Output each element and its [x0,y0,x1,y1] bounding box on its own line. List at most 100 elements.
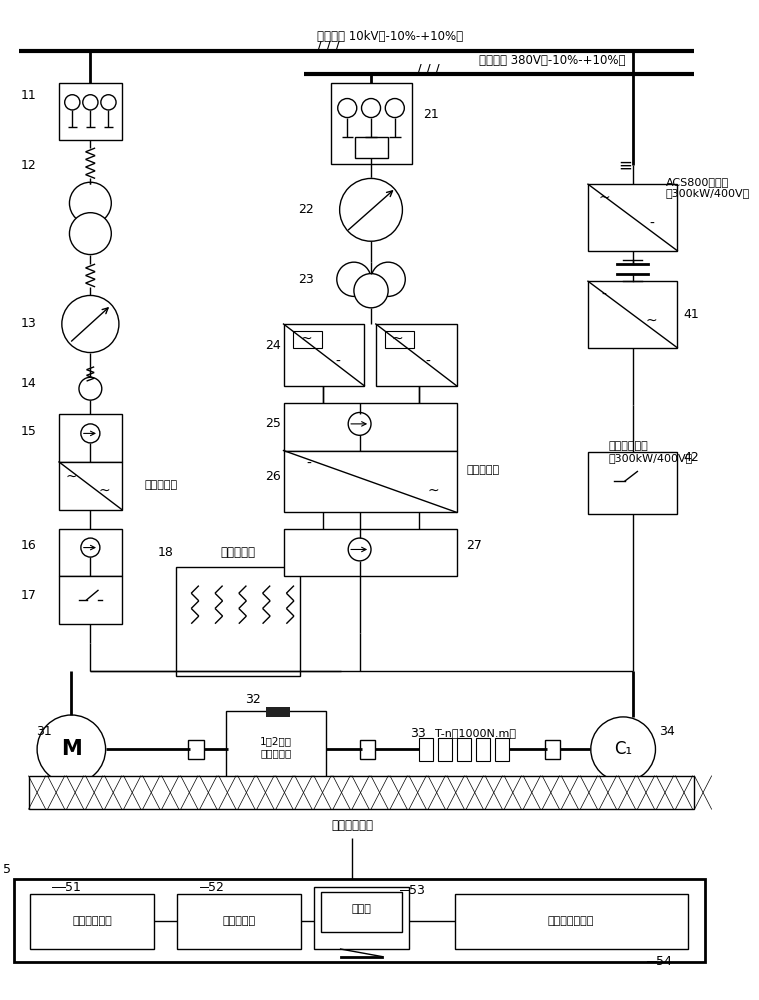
Circle shape [79,377,102,400]
Bar [266,707,290,717]
Text: 52: 52 [209,881,224,894]
Text: T-n（1000N.m）: T-n（1000N.m） [435,728,516,738]
Text: 24: 24 [265,339,281,352]
Text: 18: 18 [157,546,173,559]
Text: 34: 34 [660,725,675,738]
Text: -: - [426,355,430,369]
Bar [59,462,121,510]
Bar [284,324,364,386]
Text: -: - [307,457,312,471]
Bar [284,451,457,512]
Text: ~: ~ [427,483,439,497]
Circle shape [37,715,106,784]
Bar [588,452,677,514]
Bar [360,740,375,759]
Text: 54: 54 [657,955,672,968]
Bar [59,576,121,624]
Circle shape [339,178,402,241]
Bar [355,137,388,158]
Bar [176,567,300,676]
Text: -: - [649,217,654,231]
Text: 23: 23 [298,273,314,286]
Circle shape [361,99,380,118]
Text: 可编程序控制器: 可编程序控制器 [548,916,594,926]
Bar [59,529,121,576]
Circle shape [81,424,100,443]
Text: ACS800变频器
（300kW/400V）: ACS800变频器 （300kW/400V） [666,177,750,198]
Text: 电抗负载柜: 电抗负载柜 [220,546,255,559]
Text: 信号调理模块: 信号调理模块 [72,916,112,926]
Bar [284,403,457,451]
Text: ~: ~ [646,314,657,328]
Text: -: - [602,288,606,302]
Text: 1拖2试验
同步齿轮箱: 1拖2试验 同步齿轮箱 [260,737,292,758]
Text: ≡: ≡ [618,156,632,174]
Bar [59,83,121,140]
Text: ~: ~ [598,190,610,204]
Text: 转转转速信号: 转转转速信号 [331,819,373,832]
Bar [177,894,301,949]
Bar [284,529,457,576]
Bar [386,331,414,348]
Text: M: M [61,739,82,759]
Bar [331,83,412,164]
Text: / / /: / / / [417,62,439,76]
Text: 22: 22 [298,203,314,216]
Text: 进线电源 10kV（-10%-+10%）: 进线电源 10kV（-10%-+10%） [317,30,463,43]
Bar [495,738,509,761]
Circle shape [70,213,112,255]
Circle shape [81,538,100,557]
Text: 14: 14 [21,377,36,390]
Text: 53: 53 [409,884,425,897]
Text: 17: 17 [21,589,36,602]
Text: 31: 31 [36,725,52,738]
Text: -: - [335,355,340,369]
Bar [226,711,326,787]
Circle shape [65,95,80,110]
Circle shape [386,99,405,118]
Text: 21: 21 [424,108,439,121]
Bar [14,879,705,962]
Text: 42: 42 [683,451,699,464]
Text: 27: 27 [466,539,482,552]
Bar [457,738,471,761]
Text: 11: 11 [21,89,36,102]
Text: ~: ~ [65,469,77,483]
Circle shape [337,262,371,296]
Text: 16: 16 [21,539,36,552]
Bar [188,740,203,759]
Text: 51: 51 [65,881,80,894]
Circle shape [61,295,119,353]
Text: 32: 32 [245,693,261,706]
Text: / / /: / / / [317,39,339,53]
Text: 25: 25 [265,417,281,430]
Circle shape [83,95,98,110]
Bar [320,892,402,932]
Circle shape [101,95,116,110]
Bar [476,738,490,761]
Bar [314,887,409,949]
Text: 进线电源 380V（-10%-+10%）: 进线电源 380V（-10%-+10%） [478,54,625,67]
Bar [545,740,560,759]
Text: 41: 41 [683,308,699,321]
Text: C₁: C₁ [614,740,632,758]
Text: 测功机控制器
（300kW/400V）: 测功机控制器 （300kW/400V） [609,441,693,463]
Bar [376,324,457,386]
Text: 12: 12 [21,159,36,172]
Bar [438,738,452,761]
Text: ~: ~ [301,331,312,345]
Circle shape [348,538,371,561]
Bar [588,281,677,348]
Circle shape [371,262,405,296]
Circle shape [338,99,357,118]
Text: 5: 5 [4,863,11,876]
Text: 功率分析仪: 功率分析仪 [222,916,255,926]
Text: 15: 15 [21,425,36,438]
Text: 13: 13 [21,317,36,330]
Text: 33: 33 [411,727,427,740]
Circle shape [591,717,656,782]
Text: 被试变流器: 被试变流器 [145,480,178,490]
Bar [59,414,121,462]
Bar [29,776,694,809]
Bar [455,894,688,949]
